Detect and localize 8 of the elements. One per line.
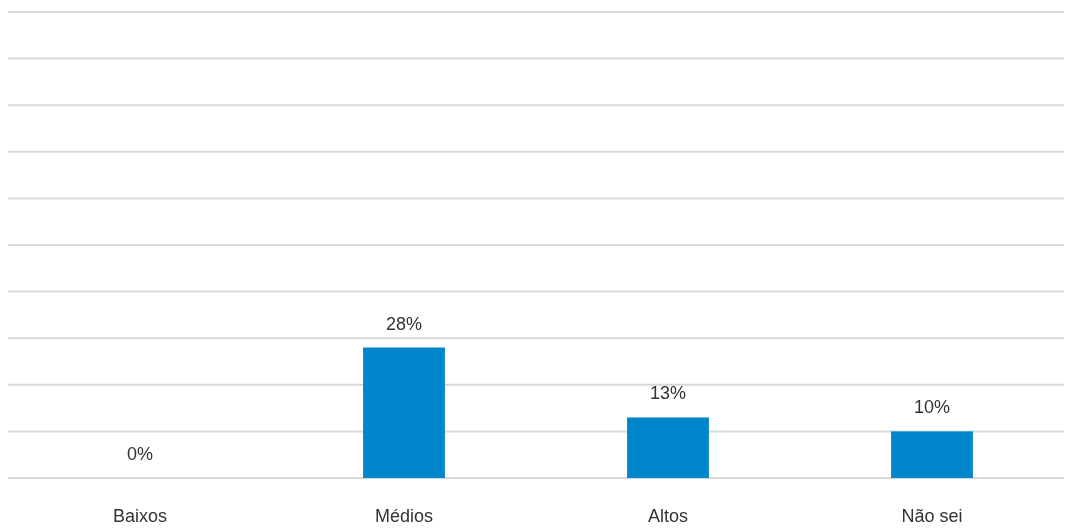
data-label: 28% bbox=[385, 313, 423, 334]
x-tick-label: Não sei bbox=[901, 506, 963, 526]
data-label: 10% bbox=[913, 397, 951, 418]
data-label: 13% bbox=[649, 383, 687, 404]
data-label: 0% bbox=[126, 444, 154, 464]
x-tick-label: Baixos bbox=[112, 506, 168, 526]
x-tick-label: Médios bbox=[374, 506, 434, 526]
x-tick-label: Altos bbox=[647, 506, 689, 526]
